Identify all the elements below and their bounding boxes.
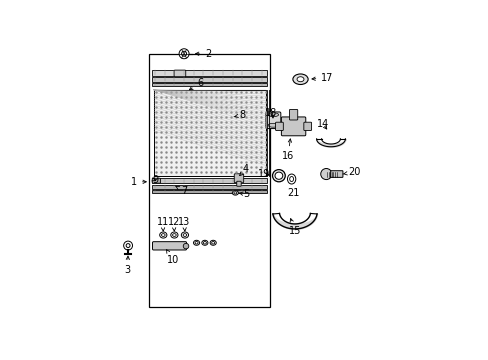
Text: 3: 3: [124, 256, 130, 275]
Ellipse shape: [233, 192, 236, 194]
FancyBboxPatch shape: [234, 174, 243, 183]
Text: 5: 5: [239, 189, 248, 199]
Ellipse shape: [160, 232, 166, 238]
Text: 11: 11: [156, 217, 168, 231]
Text: 1: 1: [131, 177, 137, 187]
FancyBboxPatch shape: [152, 178, 160, 183]
FancyBboxPatch shape: [174, 70, 185, 77]
Circle shape: [183, 243, 188, 249]
Ellipse shape: [202, 240, 207, 245]
Text: 10: 10: [166, 249, 179, 265]
Ellipse shape: [267, 123, 278, 127]
Circle shape: [126, 244, 130, 247]
FancyBboxPatch shape: [289, 109, 297, 120]
Ellipse shape: [172, 234, 176, 237]
Ellipse shape: [267, 113, 278, 117]
Text: 21: 21: [286, 188, 299, 198]
Ellipse shape: [183, 234, 186, 237]
FancyBboxPatch shape: [303, 122, 311, 131]
Ellipse shape: [170, 232, 178, 238]
Ellipse shape: [296, 77, 304, 82]
Bar: [152, 185, 267, 189]
FancyBboxPatch shape: [281, 117, 305, 136]
Ellipse shape: [272, 170, 285, 182]
Ellipse shape: [210, 240, 216, 245]
Circle shape: [123, 241, 132, 250]
Ellipse shape: [181, 232, 188, 238]
Ellipse shape: [161, 234, 165, 237]
Ellipse shape: [195, 242, 198, 244]
Ellipse shape: [292, 74, 307, 85]
FancyBboxPatch shape: [236, 181, 241, 186]
Text: 8: 8: [234, 110, 245, 120]
Text: 4: 4: [239, 164, 248, 176]
Text: 15: 15: [288, 219, 301, 236]
Text: 7: 7: [175, 186, 186, 196]
Text: 14: 14: [316, 119, 328, 129]
FancyBboxPatch shape: [265, 112, 280, 129]
Ellipse shape: [289, 176, 293, 181]
Circle shape: [179, 49, 189, 59]
Text: 18: 18: [264, 108, 276, 118]
Text: 6: 6: [189, 78, 203, 90]
Bar: [152, 179, 267, 184]
Bar: [152, 77, 267, 82]
Text: 16: 16: [282, 139, 294, 161]
Ellipse shape: [203, 242, 206, 244]
Ellipse shape: [274, 172, 282, 179]
Text: 17: 17: [311, 73, 333, 83]
Ellipse shape: [193, 240, 199, 245]
FancyBboxPatch shape: [152, 242, 186, 250]
Circle shape: [320, 168, 331, 180]
Bar: [153, 90, 265, 176]
Text: 12: 12: [167, 217, 180, 231]
Ellipse shape: [211, 242, 214, 244]
Text: 19: 19: [257, 169, 269, 179]
Bar: [152, 190, 267, 193]
Text: 13: 13: [178, 217, 190, 231]
Bar: [152, 69, 267, 76]
Bar: [152, 83, 267, 86]
Text: 20: 20: [342, 167, 360, 177]
Ellipse shape: [232, 191, 238, 195]
Bar: [149, 54, 269, 306]
Text: 2: 2: [195, 49, 211, 59]
Text: 9: 9: [151, 175, 158, 185]
FancyBboxPatch shape: [330, 171, 342, 177]
FancyBboxPatch shape: [275, 122, 283, 131]
Circle shape: [181, 51, 186, 56]
Ellipse shape: [287, 174, 295, 184]
